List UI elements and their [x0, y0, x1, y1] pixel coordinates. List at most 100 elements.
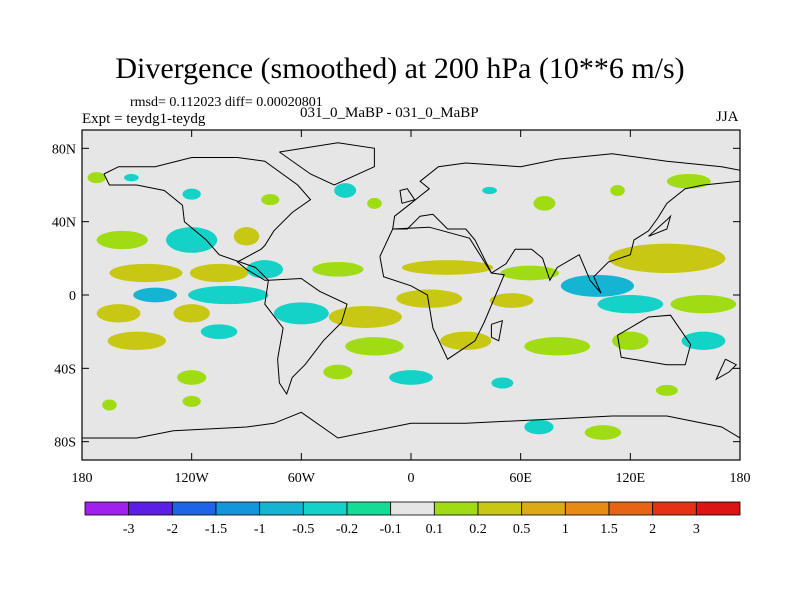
season-label: JJA: [716, 109, 739, 125]
colorbar-label: 1: [562, 522, 569, 537]
field-blob: [261, 194, 280, 206]
coastline-australia: [617, 314, 692, 366]
field-blob: [500, 265, 560, 281]
colorbar-box: [128, 501, 173, 516]
field-blob: [328, 306, 402, 328]
x-tick-label: 120W: [175, 471, 210, 486]
x-axis: 180 120W 60W 0 60E 120E 180: [72, 130, 751, 486]
colorbar-label: -1.5: [205, 522, 227, 537]
coastline-south-america: [264, 277, 348, 396]
colorbar-box: [695, 501, 741, 516]
experiment-label: Expt = teydg1-teydg: [82, 111, 206, 127]
field-blob: [608, 243, 726, 273]
coastline-greenland: [279, 142, 375, 186]
case-names-label: 031_0_MaBP - 031_0_MaBP: [300, 105, 479, 121]
coastline-uk: [399, 188, 416, 204]
colorbar-label: -2: [166, 522, 178, 537]
colorbar-box: [215, 501, 261, 516]
field-blob: [597, 295, 664, 314]
field-blob: [312, 262, 364, 277]
colorbar-box: [390, 501, 435, 516]
x-tick-label: 180: [72, 471, 93, 486]
colorbar-box: [564, 501, 610, 516]
colorbar-box: [521, 501, 566, 516]
field-blob: [524, 419, 554, 435]
colorbar-label: -3: [123, 522, 135, 537]
coastline-madagascar: [490, 319, 504, 342]
field-blob: [489, 293, 534, 308]
y-tick-label: 80S: [54, 436, 76, 451]
field-blob: [96, 304, 141, 323]
field-blob: [109, 263, 183, 283]
field-blob: [524, 337, 591, 356]
colorbar-label: -1: [254, 522, 266, 537]
field-blob: [396, 289, 463, 308]
field-blob: [533, 196, 556, 211]
field-blob: [666, 174, 711, 189]
colorbar-box: [302, 501, 348, 516]
y-axis: 80N 40N 0 40S 80S: [52, 142, 740, 451]
coastline-japan: [648, 214, 672, 237]
colorbar-box: [433, 501, 479, 516]
field-blob: [182, 395, 201, 407]
field-blob: [246, 260, 284, 279]
field-blob: [188, 285, 269, 305]
field-blob: [133, 287, 178, 303]
y-tick-label: 0: [69, 289, 76, 304]
colorbar-label: 0.1: [426, 522, 444, 537]
field-blob: [584, 425, 622, 440]
x-tick-label: 120E: [616, 471, 646, 486]
chart-title: Divergence (smoothed) at 200 hPa (10**6 …: [115, 52, 685, 85]
field-blob: [182, 188, 201, 200]
field-blob: [334, 183, 357, 198]
colorbar-box: [346, 501, 392, 516]
colorbar-box: [84, 501, 130, 516]
field-blob: [389, 370, 433, 385]
x-tick-label: 0: [408, 471, 415, 486]
x-tick-label: 60E: [509, 471, 532, 486]
colorbar-box: [477, 501, 523, 516]
field-blob: [87, 172, 106, 184]
colorbar-label: -0.5: [292, 522, 314, 537]
colorbar: -3 -2 -1.5 -1 -0.5 -0.2 -0.1 0.1 0.2 0.5 1 1.5 2 3: [84, 501, 741, 537]
field-blob: [200, 324, 238, 339]
field-blob: [345, 337, 404, 356]
field-blob: [655, 384, 678, 396]
colorbar-box: [171, 501, 217, 516]
field-blob: [173, 304, 210, 323]
colorbar-box: [608, 501, 654, 516]
colorbar-label: -0.1: [380, 522, 402, 537]
field-blob: [610, 185, 625, 196]
field-blob: [96, 230, 148, 250]
field-blob: [273, 302, 329, 325]
coastlines: [82, 142, 740, 439]
x-tick-label: 60W: [288, 471, 316, 486]
field-blob: [401, 260, 494, 275]
field-blob: [681, 331, 726, 351]
field-blob: [482, 186, 497, 195]
colorbar-label: 3: [693, 522, 700, 537]
field-blob: [367, 197, 382, 209]
y-tick-label: 80N: [52, 142, 76, 157]
colorbar-label: -0.2: [336, 522, 358, 537]
field-blob: [166, 227, 218, 253]
colorbar-label: 2: [649, 522, 656, 537]
field-blob: [323, 364, 353, 380]
coastline-eurasia: [392, 153, 740, 294]
field-blob: [189, 263, 249, 283]
field-blob: [102, 399, 117, 411]
data-field: [87, 172, 737, 440]
field-blob: [107, 331, 167, 351]
field-blob: [233, 227, 260, 246]
colorbar-label: 1.5: [600, 522, 618, 537]
coastline-new-zealand: [715, 358, 738, 381]
field-blob: [124, 174, 139, 182]
x-tick-label: 180: [730, 471, 751, 486]
colorbar-label: 0.2: [469, 522, 487, 537]
colorbar-label: 0.5: [513, 522, 531, 537]
coastline-antarctica: [82, 411, 740, 439]
field-blob: [440, 331, 492, 351]
field-blob: [612, 331, 649, 351]
coastline-africa: [379, 226, 505, 360]
